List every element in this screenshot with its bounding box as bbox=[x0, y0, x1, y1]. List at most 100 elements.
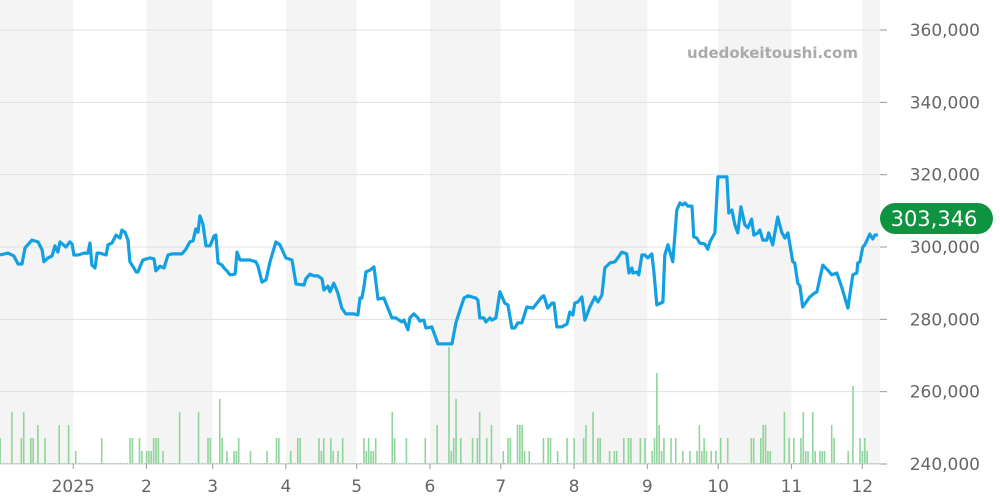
volume-bar bbox=[847, 451, 850, 464]
volume-bar bbox=[341, 438, 344, 464]
x-tick-label: 9 bbox=[642, 477, 653, 497]
volume-bar bbox=[592, 412, 594, 464]
volume-bar bbox=[823, 451, 826, 464]
volume-bar bbox=[100, 438, 103, 464]
volume-bar bbox=[762, 425, 764, 464]
x-tick-label: 4 bbox=[280, 477, 291, 497]
volume-bar bbox=[367, 438, 370, 464]
volume-bar bbox=[459, 438, 462, 464]
volume-bar bbox=[365, 451, 368, 464]
price-line bbox=[0, 175, 879, 346]
volume-bar bbox=[613, 451, 616, 464]
current-price-badge-bg bbox=[880, 203, 993, 234]
volume-bar bbox=[299, 438, 301, 464]
volume-bar bbox=[819, 451, 821, 464]
volume-bar bbox=[424, 438, 427, 464]
volume-bar bbox=[566, 438, 568, 464]
volume-bar bbox=[507, 438, 509, 464]
volume-bar bbox=[615, 451, 618, 464]
volume-bar bbox=[219, 399, 221, 464]
x-axis: 2025 2 3 4 5 6 7 8 9 10 11 12 bbox=[0, 463, 880, 497]
volume-bar bbox=[452, 438, 455, 464]
volume-bar bbox=[769, 451, 772, 464]
x-tick-label: 10 bbox=[707, 477, 729, 497]
volume-bar bbox=[807, 451, 809, 464]
volume-bar bbox=[393, 438, 396, 464]
volume-bar bbox=[162, 451, 164, 464]
volume-bar bbox=[178, 412, 181, 464]
volume-bar bbox=[320, 451, 323, 464]
volume-bar bbox=[793, 438, 795, 464]
volume-bar bbox=[596, 438, 599, 464]
volume-bar bbox=[830, 425, 833, 464]
volume-bar bbox=[585, 425, 587, 464]
x-tick-label: 2 bbox=[141, 477, 152, 497]
volume-bar bbox=[448, 347, 450, 464]
volume-bar bbox=[811, 412, 814, 464]
volume-bar bbox=[337, 451, 339, 464]
volume-bar bbox=[516, 425, 519, 464]
volume-bar bbox=[11, 412, 13, 464]
x-tick-label: 7 bbox=[495, 477, 506, 497]
volume-bar bbox=[363, 438, 365, 464]
volume-bar bbox=[674, 438, 677, 464]
volume-bar bbox=[682, 451, 684, 464]
x-tick-label: 12 bbox=[851, 477, 873, 497]
volume-bar bbox=[653, 438, 656, 464]
volume-bar bbox=[330, 438, 332, 464]
current-price-label: 303,346 bbox=[891, 207, 978, 231]
volume-bar bbox=[289, 451, 292, 464]
volume-bar bbox=[405, 438, 408, 464]
volume-bar bbox=[658, 425, 661, 464]
volume-bar bbox=[30, 438, 32, 464]
y-tick-label: 280,000 bbox=[910, 310, 980, 330]
volume-bar bbox=[141, 451, 143, 464]
x-tick-label: 2025 bbox=[52, 477, 95, 497]
volume-bar bbox=[266, 451, 268, 464]
volume-bar bbox=[726, 438, 729, 464]
month-band bbox=[429, 0, 501, 464]
volume-bar bbox=[608, 451, 611, 464]
volume-bar bbox=[322, 438, 325, 464]
y-tick-label: 240,000 bbox=[910, 455, 980, 475]
volume-bar bbox=[509, 438, 512, 464]
volume-bar bbox=[221, 438, 223, 464]
volume-bar bbox=[145, 451, 148, 464]
volume-bar bbox=[370, 451, 372, 464]
volume-bar bbox=[485, 438, 488, 464]
volume-bar bbox=[235, 451, 238, 464]
volume-bar bbox=[490, 425, 493, 464]
volume-bar bbox=[573, 438, 575, 464]
volume-bar bbox=[663, 438, 665, 464]
volume-bar bbox=[22, 412, 25, 464]
volume-bar bbox=[523, 451, 526, 464]
volume-bar bbox=[519, 425, 521, 464]
volume-bar bbox=[332, 451, 335, 464]
volume-bar bbox=[715, 451, 717, 464]
volume-bar bbox=[157, 438, 160, 464]
volume-bar bbox=[630, 438, 632, 464]
month-bands bbox=[0, 0, 880, 464]
volume-bar bbox=[622, 438, 625, 464]
volume-bar bbox=[542, 438, 545, 464]
volume-bar bbox=[670, 438, 672, 464]
volume-bar bbox=[0, 438, 1, 464]
volume-bar bbox=[44, 438, 46, 464]
volume-bar bbox=[374, 438, 377, 464]
x-tick-label: 11 bbox=[781, 477, 803, 497]
x-tick-label: 6 bbox=[425, 477, 436, 497]
volume-bar bbox=[249, 451, 252, 464]
volume-bar bbox=[226, 451, 228, 464]
x-tick-label: 3 bbox=[207, 477, 218, 497]
volume-bar bbox=[689, 451, 691, 464]
volume-bar bbox=[478, 412, 481, 464]
volume-bar bbox=[804, 451, 807, 464]
month-band bbox=[862, 0, 880, 464]
y-tick-label: 260,000 bbox=[910, 383, 980, 403]
volume-bar bbox=[821, 451, 824, 464]
volume-bar bbox=[32, 438, 34, 464]
volume-bar bbox=[800, 438, 802, 464]
volume-bar bbox=[710, 451, 712, 464]
volume-bar bbox=[155, 438, 157, 464]
